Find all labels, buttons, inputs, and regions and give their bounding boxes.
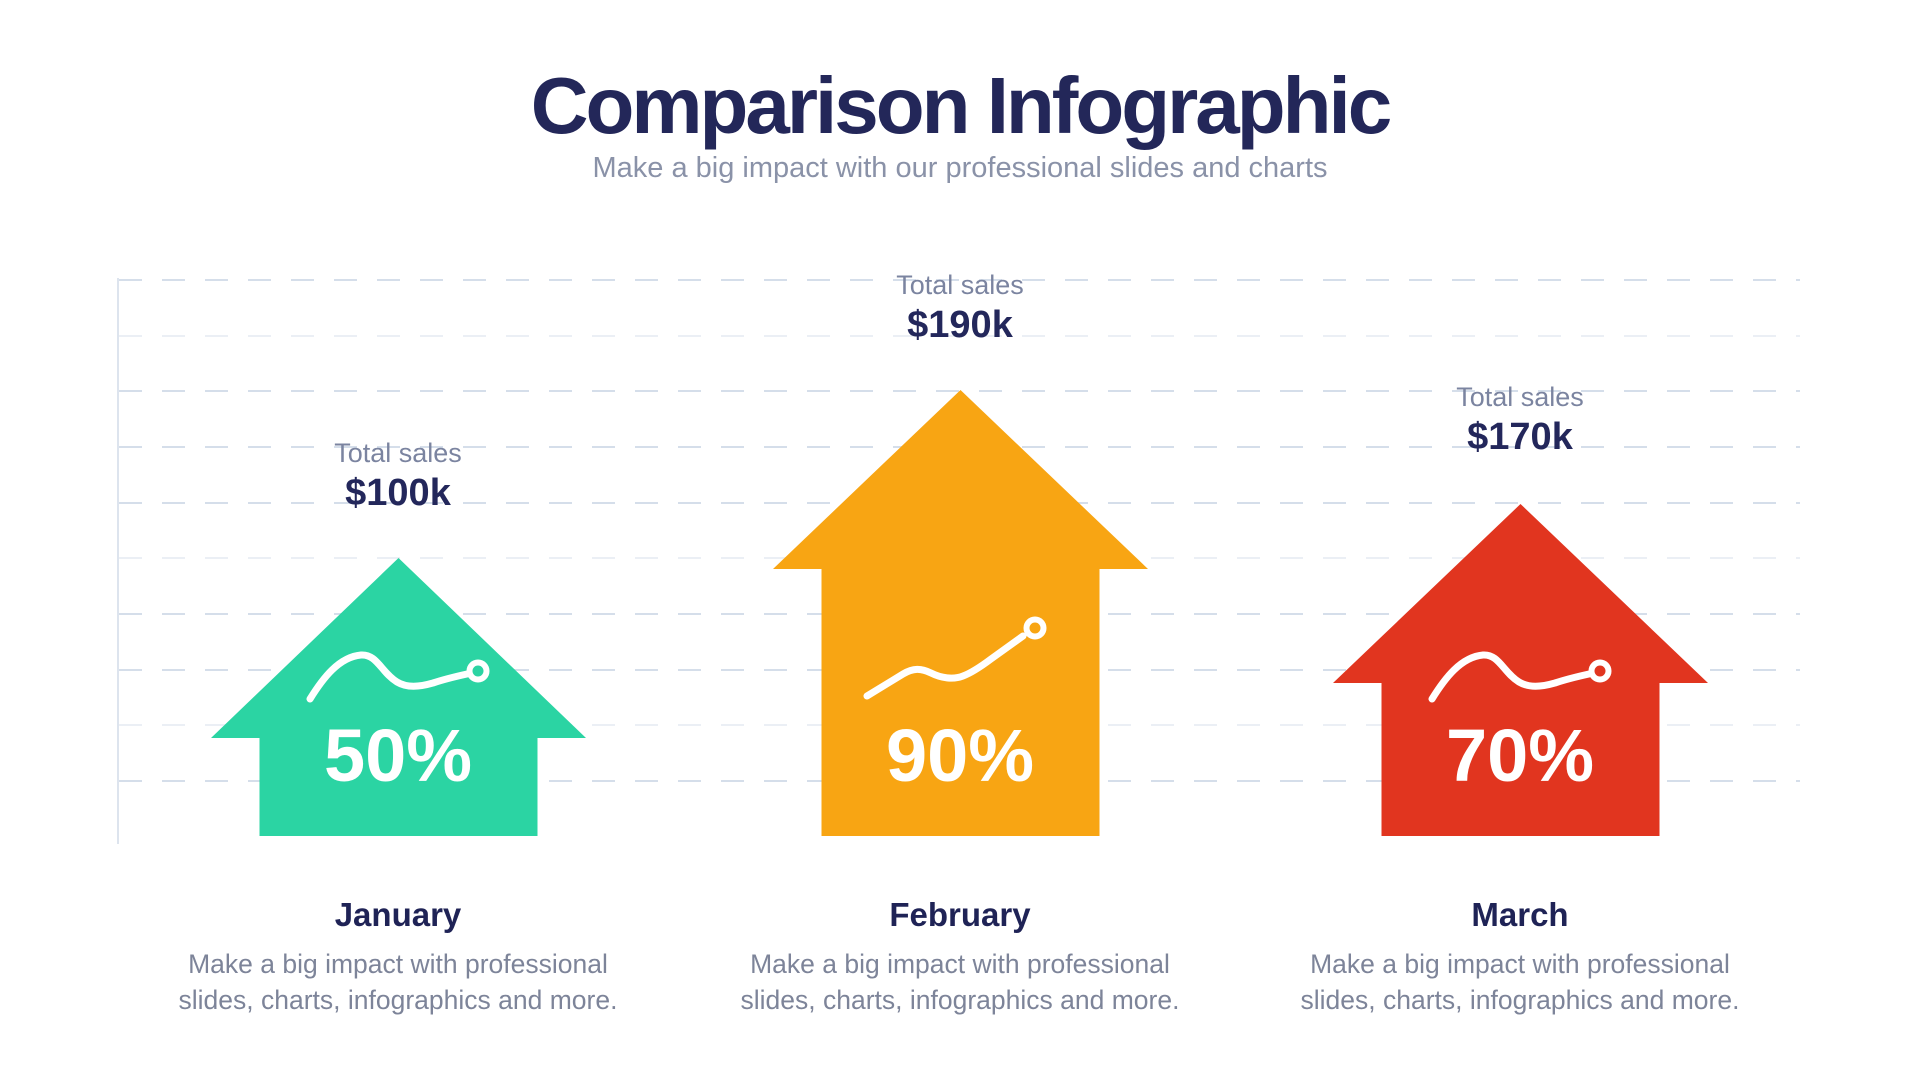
january-total-block: Total sales $100k — [248, 437, 548, 515]
trend-line-icon — [863, 632, 1027, 700]
total-sales-label: Total sales — [1456, 382, 1584, 412]
february-total-block: Total sales $190k — [810, 269, 1110, 347]
page-subtitle: Make a big impact with our professional … — [592, 152, 1328, 184]
y-axis-line — [117, 278, 119, 844]
month-label: March — [1471, 896, 1569, 933]
total-sales-value: $100k — [345, 472, 451, 514]
trend-endpoint-dot — [1588, 659, 1612, 683]
description-line: Make a big impact with professional — [188, 949, 608, 979]
arrow-shape — [773, 390, 1148, 836]
total-sales-label: Total sales — [896, 270, 1024, 300]
description-line: slides, charts, infographics and more. — [178, 984, 618, 1015]
arrow-march — [1333, 504, 1708, 836]
trend-line-icon — [1428, 651, 1593, 703]
total-sales-label: Total sales — [334, 438, 462, 468]
percent-value: 90% — [885, 714, 1035, 797]
arrow-february — [773, 390, 1148, 836]
gridline — [119, 335, 1800, 337]
month-label: February — [889, 896, 1031, 933]
trend-endpoint-dot — [466, 659, 490, 683]
arrow-january — [211, 558, 586, 836]
total-sales-value: $190k — [907, 304, 1013, 346]
march-total-block: Total sales $170k — [1370, 381, 1670, 459]
month-description: Make a big impact with professional slid… — [700, 947, 1220, 1018]
trend-endpoint-dot — [1023, 616, 1047, 640]
arrow-shape — [211, 558, 586, 836]
page-title: Comparison Infographic — [530, 61, 1393, 150]
total-sales-value: $170k — [1467, 416, 1573, 458]
percent-value: 50% — [323, 714, 473, 797]
arrow-shape — [1333, 504, 1708, 836]
description-line: slides, charts, infographics and more. — [740, 984, 1180, 1015]
month-description: Make a big impact with professional slid… — [138, 947, 658, 1018]
month-description: Make a big impact with professional slid… — [1260, 947, 1780, 1018]
percent-value: 70% — [1445, 714, 1595, 797]
description-line: slides, charts, infographics and more. — [1300, 984, 1740, 1015]
month-label: January — [334, 896, 462, 933]
gridline — [119, 279, 1800, 281]
trend-line-icon — [306, 651, 471, 703]
description-line: Make a big impact with professional — [1310, 949, 1730, 979]
description-line: Make a big impact with professional — [750, 949, 1170, 979]
